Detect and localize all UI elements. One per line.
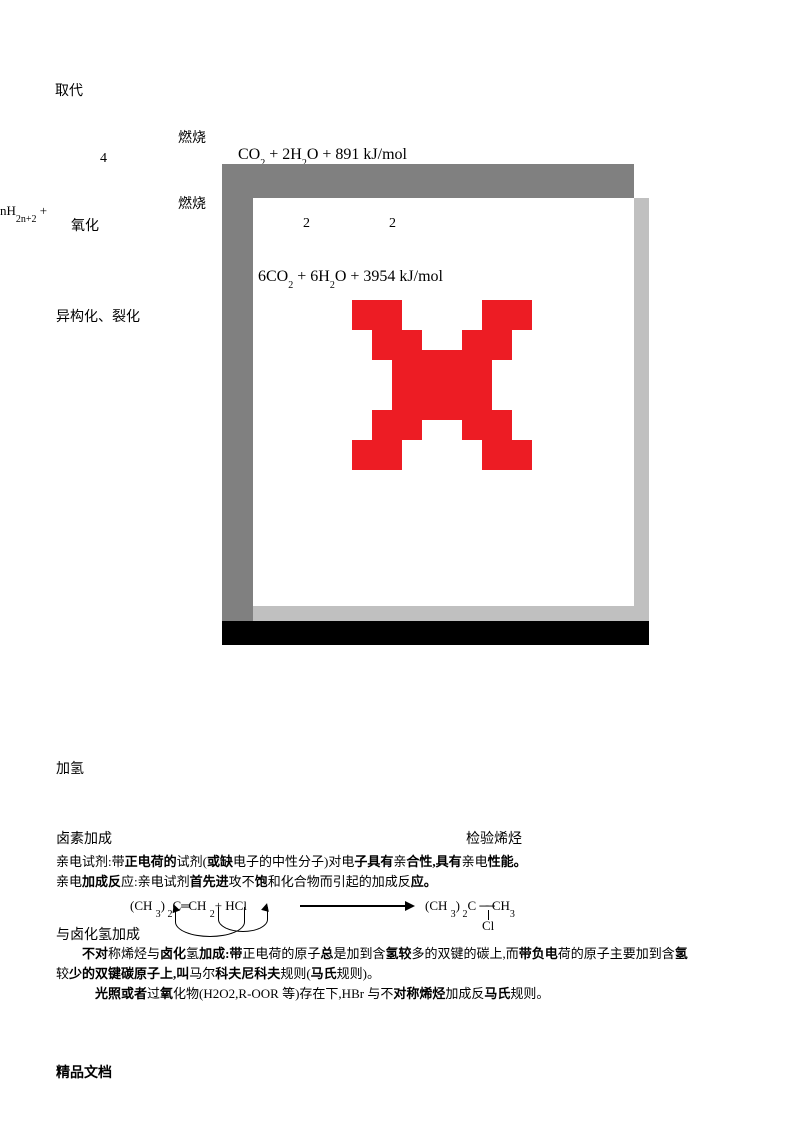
small-two-b: 2 <box>389 216 396 232</box>
combustion1-label: 燃烧 <box>178 127 206 147</box>
curve-arrow-2-head <box>261 902 271 912</box>
paragraph-2: 亲电加成反应:亲电试剂首先进攻不饱和化合物而引起的加成反应。 <box>56 872 756 893</box>
eq1-plus1: + 2H <box>265 146 302 163</box>
paragraph-5: 光照或者过氧化物(H2O2,R-OOR 等)存在下,HBr 与不对称烯烃加成反马… <box>56 984 766 1005</box>
eq2-rest: O + 3954 kJ/mol <box>335 268 443 285</box>
combustion2-label: 燃烧 <box>178 193 206 213</box>
hydrogenation-label: 加氢 <box>56 758 84 778</box>
nh-sub: 2n+2 <box>16 214 37 225</box>
eq1-co2: CO <box>238 146 260 163</box>
eq1-o: O + 891 kJ/mol <box>307 146 407 163</box>
curve-arrow-2 <box>218 907 268 932</box>
reaction-right: (CH 3) 2C ──CH3 <box>425 898 515 917</box>
paragraph-3: 不对称烯烃与卤化氢加成:带正电荷的原子总是加到含氢较多的双键的碳上,而带负电荷的… <box>56 944 766 965</box>
eq2-sub2: 2 <box>330 280 335 291</box>
isomerization-label: 异构化、裂化 <box>56 306 140 326</box>
light-gray-bottom <box>253 606 649 621</box>
footer-label: 精品文档 <box>56 1062 112 1082</box>
equation-2: 6CO2 + 6H2O + 3954 kJ/mol <box>258 268 443 288</box>
halogen-addition-label: 卤素加成 <box>56 828 112 848</box>
oxidation-label: 氧化 <box>71 215 99 235</box>
cl-label: Cl <box>482 918 494 934</box>
small-two-a: 2 <box>303 216 310 232</box>
red-x-shape <box>332 300 552 470</box>
reaction-arrow-head <box>405 901 415 911</box>
light-gray-right <box>634 198 649 621</box>
black-bar <box>222 621 649 645</box>
eq2-plus1: + 6H <box>293 268 330 285</box>
nh-plus: + <box>37 203 48 218</box>
paragraph-4: 较少的双键碳原子上,叫马尔科夫尼科夫规则(马氏规则)。 <box>56 964 766 985</box>
four-label: 4 <box>100 151 107 167</box>
hydrogen-halide-addition-label: 与卤化氢加成 <box>56 924 140 944</box>
eq2-sub1: 2 <box>288 280 293 291</box>
eq2-6co2: 6CO <box>258 268 288 285</box>
reaction-arrow-line <box>300 905 405 907</box>
substitution-label: 取代 <box>55 80 83 100</box>
nh-n: nH <box>0 203 16 218</box>
test-alkene-label: 检验烯烃 <box>466 828 522 848</box>
paragraph-1: 亲电试剂:带正电荷的试剂(或缺电子的中性分子)对电子具有亲合性,具有亲电性能。 <box>56 852 756 873</box>
nh-formula: nH2n+2 + <box>0 203 47 222</box>
